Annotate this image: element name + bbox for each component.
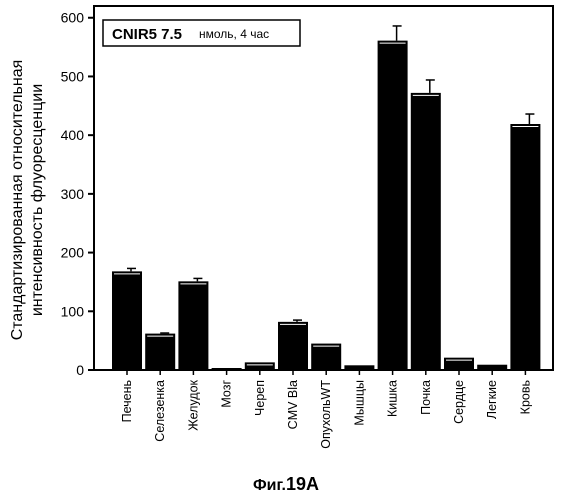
bar-chart: 0 100 200 300 400 500 600 Печень Селезенка Желуд… [0, 0, 572, 470]
bar-group [112, 268, 142, 370]
bar-group [278, 320, 308, 370]
bar-group [411, 80, 441, 370]
legend-box: CNIR5 7.5 нмоль, 4 час [103, 20, 300, 46]
y-axis-ticks: 0 100 200 300 400 500 600 [61, 10, 94, 378]
x-category-label: Кишка [386, 380, 400, 417]
plot-frame [94, 6, 553, 370]
x-category-label: Череп [253, 380, 267, 416]
chart-bars [112, 26, 540, 370]
y-axis-label-line-2: интенсивность флуоресценции [29, 84, 46, 316]
x-category-label: Сердце [452, 380, 466, 424]
bar [344, 365, 374, 370]
bar [178, 281, 208, 370]
legend-main-label: CNIR5 7.5 [112, 26, 182, 43]
bar [378, 41, 408, 370]
bar [145, 334, 175, 370]
y-axis-label: Стандартизированная относительная интенс… [9, 60, 46, 341]
bar-group [510, 114, 540, 370]
x-axis-category-labels: Печень Селезенка Желудок Мозг Череп CMV Bla Оп… [120, 370, 532, 449]
x-category-label: Селезенка [153, 380, 167, 442]
bar [411, 93, 441, 370]
figure-caption: Фиг.19A [0, 474, 572, 495]
x-category-label: CMV Bla [286, 380, 300, 429]
bar-group [444, 358, 474, 370]
chart-axes [94, 6, 553, 370]
bar-group [212, 368, 242, 370]
bar-group [344, 365, 374, 370]
y-tick-label: 300 [61, 186, 85, 202]
x-category-label: Мозг [220, 380, 234, 408]
x-category-label: Почка [419, 380, 433, 415]
y-tick-label: 500 [61, 68, 85, 84]
bar [278, 322, 308, 370]
bar [311, 344, 341, 370]
bar [444, 358, 474, 370]
legend-sub-label: нмоль, 4 час [199, 27, 269, 41]
x-category-label: Желудок [186, 379, 200, 430]
bar [510, 124, 540, 370]
y-tick-label: 600 [61, 10, 85, 26]
bar [112, 271, 142, 370]
bar-group [145, 333, 175, 370]
y-tick-label: 200 [61, 245, 85, 261]
caption-number: 19A [286, 474, 319, 494]
y-tick-label: 400 [61, 127, 85, 143]
x-category-label: Мышцы [352, 380, 366, 426]
caption-prefix: Фиг. [253, 477, 286, 494]
bar-group [311, 344, 341, 370]
bar [212, 368, 242, 370]
bar-group [178, 278, 208, 370]
x-category-label: ОпухольWT [319, 380, 333, 449]
y-tick-label: 100 [61, 303, 85, 319]
bar-group [477, 365, 507, 370]
x-category-label: Печень [120, 380, 134, 422]
bar-group [378, 26, 408, 370]
x-category-label: Легкие [485, 380, 499, 419]
bar [245, 362, 275, 370]
y-tick-label: 0 [76, 362, 84, 378]
y-axis-label-line-1: Стандартизированная относительная [9, 60, 26, 341]
bar [477, 365, 507, 370]
x-category-label: Кровь [518, 380, 532, 414]
bar-group [245, 362, 275, 370]
